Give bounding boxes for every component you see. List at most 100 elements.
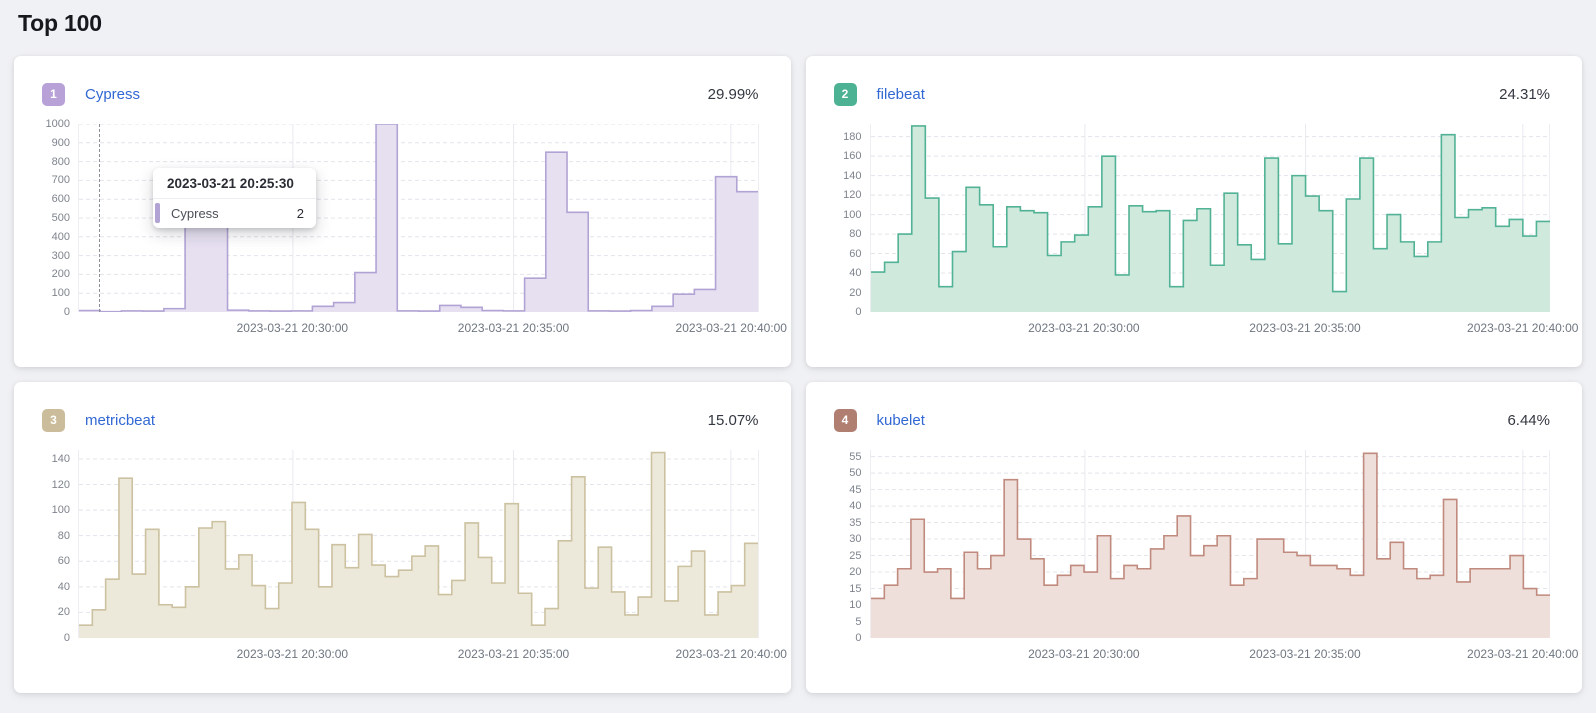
y-tick-label: 120 xyxy=(843,189,862,202)
y-tick-label: 40 xyxy=(57,580,70,593)
y-tick-label: 50 xyxy=(849,467,862,480)
chart-filebeat[interactable]: 0 20 40 60 80 100 120 140 160 180 xyxy=(820,124,1550,318)
card-header: 3 metricbeat 15.07% xyxy=(42,408,759,432)
card-header: 2 filebeat 24.31% xyxy=(833,82,1550,106)
y-tick-label: 0 xyxy=(63,306,70,318)
x-tick-label: 2023-03-21 20:30:00 xyxy=(1028,647,1140,661)
x-tick-label: 2023-03-21 20:35:00 xyxy=(1249,647,1361,661)
y-axis-labels: 0 100 200 300 400 500 600 700 800 900 1000 xyxy=(28,118,78,318)
page-title: Top 100 xyxy=(18,10,102,36)
y-tick-label: 600 xyxy=(51,193,70,206)
x-tick-label: 2023-03-21 20:40:00 xyxy=(675,647,787,661)
y-tick-label: 100 xyxy=(51,504,70,517)
x-axis-labels: 2023-03-21 20:30:00 2023-03-21 20:35:00 … xyxy=(78,321,787,341)
y-tick-label: 800 xyxy=(51,155,70,168)
y-tick-label: 140 xyxy=(843,169,862,182)
tooltip-series-value: 2 xyxy=(296,205,304,221)
y-axis-labels: 0 20 40 60 80 100 120 140 xyxy=(28,450,78,644)
rank-badge: 3 xyxy=(42,408,65,432)
percent-value: 15.07% xyxy=(707,411,759,429)
y-tick-label: 80 xyxy=(849,228,862,241)
x-axis-labels: 2023-03-21 20:30:00 2023-03-21 20:35:00 … xyxy=(78,647,787,667)
series-color-marker xyxy=(155,203,160,223)
y-tick-label: 10 xyxy=(849,599,862,612)
plot-area[interactable] xyxy=(869,450,1550,638)
series-link-filebeat[interactable]: filebeat xyxy=(876,85,925,103)
y-tick-label: 55 xyxy=(849,450,862,463)
chart-cypress[interactable]: 0 100 200 300 400 500 600 700 800 900 1000 2023-03… xyxy=(28,118,759,318)
step-area-chart xyxy=(870,450,1550,638)
plot-area[interactable]: 2023-03-21 20:25:30 Cypress 2 xyxy=(78,124,759,312)
y-tick-label: 0 xyxy=(63,632,70,644)
crosshair-line xyxy=(99,124,101,312)
percent-value: 29.99% xyxy=(707,85,759,103)
y-tick-label: 20 xyxy=(849,286,862,299)
plot-area[interactable] xyxy=(869,124,1550,312)
y-tick-label: 700 xyxy=(51,174,70,187)
chart-kubelet[interactable]: 0 5 10 15 20 25 30 35 40 45 50 55 xyxy=(820,450,1550,644)
y-tick-label: 200 xyxy=(51,268,70,281)
y-tick-label: 40 xyxy=(849,500,862,513)
y-tick-label: 400 xyxy=(51,230,70,243)
tooltip-series-name: Cypress xyxy=(171,205,219,221)
step-area-chart xyxy=(79,124,758,312)
rank-badge: 4 xyxy=(833,408,857,432)
y-tick-label: 25 xyxy=(849,549,862,562)
y-tick-label: 20 xyxy=(57,606,70,619)
chart-metricbeat[interactable]: 0 20 40 60 80 100 120 140 xyxy=(28,450,759,644)
card-cypress: 1 Cypress 29.99% 0 100 200 300 400 500 600 700 8… xyxy=(14,56,791,367)
y-tick-label: 30 xyxy=(849,533,862,546)
x-tick-label: 2023-03-21 20:30:00 xyxy=(236,647,349,661)
x-tick-label: 2023-03-21 20:35:00 xyxy=(457,321,570,335)
x-tick-label: 2023-03-21 20:40:00 xyxy=(1467,321,1579,335)
x-axis-labels: 2023-03-21 20:30:00 2023-03-21 20:35:00 … xyxy=(870,321,1578,341)
x-tick-label: 2023-03-21 20:35:00 xyxy=(457,647,570,661)
dashboard-page: Top 100 1 Cypress 29.99% 0 100 200 300 400 50… xyxy=(14,10,1582,693)
tooltip-timestamp: 2023-03-21 20:25:30 xyxy=(153,168,316,199)
y-tick-label: 140 xyxy=(51,452,70,465)
y-tick-label: 60 xyxy=(57,555,70,568)
y-tick-label: 40 xyxy=(849,267,862,280)
card-kubelet: 4 kubelet 6.44% 0 5 10 15 20 25 30 35 40 45 50 55 2… xyxy=(805,382,1582,693)
card-metricbeat: 3 metricbeat 15.07% 0 20 40 60 80 100 120 140 2… xyxy=(14,382,791,693)
percent-value: 6.44% xyxy=(1507,411,1550,429)
chart-tooltip: 2023-03-21 20:25:30 Cypress 2 xyxy=(153,168,316,228)
y-tick-label: 900 xyxy=(51,136,70,149)
card-filebeat: 2 filebeat 24.31% 0 20 40 60 80 100 120 140 160 1… xyxy=(805,56,1582,367)
percent-value: 24.31% xyxy=(1499,85,1550,103)
rank-badge: 1 xyxy=(42,82,65,106)
y-tick-label: 20 xyxy=(849,566,862,579)
y-tick-label: 180 xyxy=(843,130,862,143)
cards-grid: 1 Cypress 29.99% 0 100 200 300 400 500 600 700 8… xyxy=(14,56,1582,693)
y-tick-label: 100 xyxy=(51,287,70,300)
y-tick-label: 100 xyxy=(843,208,862,221)
card-header: 4 kubelet 6.44% xyxy=(833,408,1550,432)
y-tick-label: 160 xyxy=(843,150,862,163)
y-tick-label: 45 xyxy=(849,483,862,496)
y-axis-labels: 0 5 10 15 20 25 30 35 40 45 50 55 xyxy=(820,450,870,644)
plot-area[interactable] xyxy=(78,450,759,638)
y-tick-label: 5 xyxy=(855,615,862,628)
x-tick-label: 2023-03-21 20:35:00 xyxy=(1249,321,1361,335)
y-tick-label: 80 xyxy=(57,529,70,542)
series-link-cypress[interactable]: Cypress xyxy=(85,85,141,103)
y-tick-label: 15 xyxy=(849,582,862,595)
series-link-metricbeat[interactable]: metricbeat xyxy=(85,411,156,429)
y-tick-label: 1000 xyxy=(45,118,70,130)
y-axis-labels: 0 20 40 60 80 100 120 140 160 180 xyxy=(820,124,870,318)
y-tick-label: 0 xyxy=(855,306,862,318)
y-tick-label: 60 xyxy=(849,247,862,260)
y-tick-label: 500 xyxy=(51,212,70,224)
card-header: 1 Cypress 29.99% xyxy=(42,82,759,106)
y-tick-label: 300 xyxy=(51,249,70,262)
series-link-kubelet[interactable]: kubelet xyxy=(876,411,925,429)
x-tick-label: 2023-03-21 20:40:00 xyxy=(675,321,787,335)
x-tick-label: 2023-03-21 20:40:00 xyxy=(1467,647,1579,661)
x-tick-label: 2023-03-21 20:30:00 xyxy=(1028,321,1140,335)
y-tick-label: 35 xyxy=(849,516,862,529)
x-axis-labels: 2023-03-21 20:30:00 2023-03-21 20:35:00 … xyxy=(870,647,1578,667)
rank-badge: 2 xyxy=(833,82,857,106)
y-tick-label: 120 xyxy=(51,478,70,491)
step-area-chart xyxy=(79,450,758,638)
step-area-chart xyxy=(870,124,1550,312)
